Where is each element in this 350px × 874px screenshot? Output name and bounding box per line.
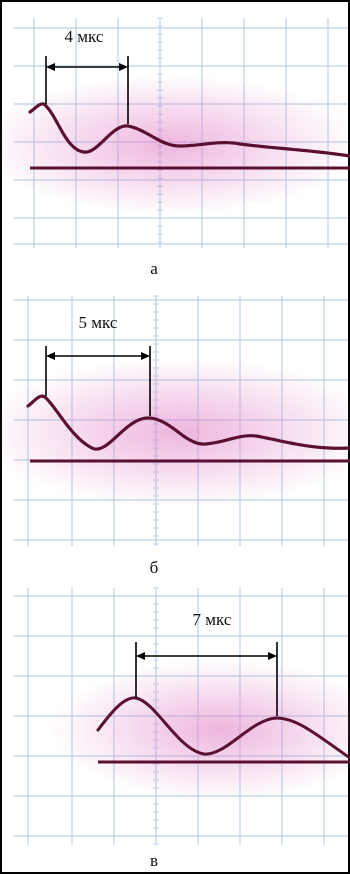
panel-v-glow: [50, 660, 350, 800]
panel-b-letter: б: [150, 558, 159, 577]
panel-v-letter: в: [150, 851, 158, 870]
panel-v: 7 мкс в: [14, 587, 350, 870]
panel-a-interval-label: 4 мкс: [65, 27, 104, 46]
panel-v-arrowhead-left: [136, 652, 145, 660]
panel-a: 4 мкс а: [0, 17, 350, 278]
panel-a-arrowhead-right: [119, 63, 128, 71]
panel-a-arrowhead-left: [46, 63, 55, 71]
panel-b-glow: [0, 357, 350, 507]
panel-v-arrowhead-right: [268, 652, 277, 660]
panel-b-arrowhead-right: [141, 352, 150, 360]
panel-b-trace: [26, 394, 350, 451]
panel-a-trace: [28, 102, 350, 158]
panel-b-arrowhead-left: [46, 352, 55, 360]
panel-b: 5 мкс б: [0, 295, 350, 577]
panel-a-letter: а: [150, 259, 158, 278]
panel-v-trace: [96, 696, 350, 760]
panel-b-interval-label: 5 мкс: [79, 313, 118, 332]
panel-v-interval-label: 7 мкс: [193, 610, 232, 629]
